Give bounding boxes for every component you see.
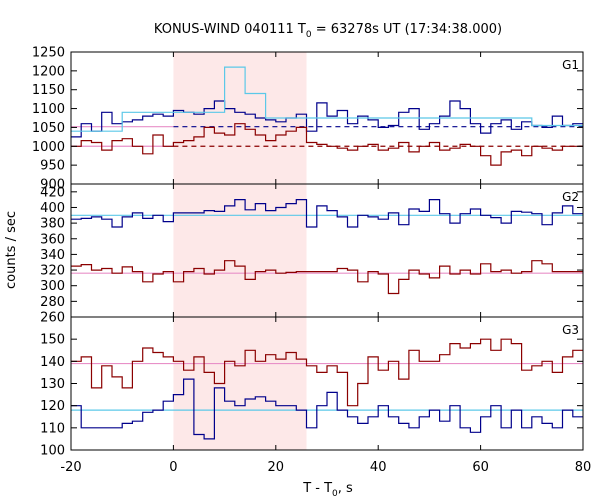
- y-ticks: 9009501000105011001150120012502602803003…: [32, 46, 583, 459]
- panel-label-G1: G1: [562, 58, 579, 72]
- panel-G3-series-blue: [71, 378, 583, 440]
- panel-G2-ytick-label: 280: [40, 295, 65, 310]
- panel-G2-ytick-label: 380: [40, 217, 65, 232]
- xtick-label: 0: [169, 460, 177, 475]
- xtick-label: -20: [60, 460, 81, 475]
- panel-G3-ytick-label: 100: [40, 444, 65, 459]
- panel-G1-ytick-label: 1250: [32, 46, 65, 61]
- panel-G1-ytick-label: 1150: [32, 83, 65, 98]
- panel-G1-ytick-label: 1100: [32, 102, 65, 117]
- panel-G2-frame: [70, 183, 584, 318]
- x-ticks: -20 0 20 40 60 80: [60, 52, 591, 475]
- panel-G3-series-red: [71, 338, 583, 407]
- panel-G3-ytick-label: 120: [40, 399, 65, 414]
- panel-G2-series-red: [71, 260, 583, 295]
- panel-G2-ytick-label: 320: [40, 264, 65, 279]
- panel-G3-ytick-label: 140: [40, 355, 65, 370]
- x-axis-label-subscript: 0: [332, 489, 338, 499]
- panel-label-G2: G2: [562, 190, 579, 204]
- panel-G1-ytick-label: 1050: [32, 121, 65, 136]
- panel-G2-ytick-label: 300: [40, 279, 65, 294]
- panel-G1-series-blue: [71, 100, 583, 138]
- panel-labels: G1 G2 G3: [562, 58, 579, 337]
- series-layer: [71, 66, 583, 440]
- xtick-label: 80: [575, 460, 592, 475]
- panel-G1-series-cyan: [71, 66, 583, 132]
- panel-G2-series-blue: [71, 199, 583, 228]
- panel-G1-series-red: [71, 123, 583, 166]
- y-axis-label: counts / sec: [4, 211, 19, 289]
- panel-G3-frame: [70, 316, 584, 451]
- xtick-label: 20: [268, 460, 285, 475]
- panel-G2-ytick-label: 260: [40, 311, 65, 326]
- xtick-label: 60: [472, 460, 489, 475]
- panel-G2-ytick-label: 420: [40, 185, 65, 200]
- chart-title: KONUS-WIND 040111 T0 = 63278s UT (17:34:…: [154, 22, 502, 40]
- panel-label-G3: G3: [562, 323, 579, 337]
- panel-G1-ytick-label: 900: [40, 178, 65, 193]
- panel-G2-ytick-label: 400: [40, 201, 65, 216]
- x-axis-label-main: T - T: [302, 481, 332, 496]
- panel-G1-ytick-label: 950: [40, 159, 65, 174]
- x-axis-label-rest: , s: [338, 481, 353, 496]
- panel-G1-ytick-label: 1000: [32, 140, 65, 155]
- panel-G3-ytick-label: 150: [40, 333, 65, 348]
- xtick-label: 40: [370, 460, 387, 475]
- panel-G2-ytick-label: 360: [40, 232, 65, 247]
- chart-title-subscript: 0: [306, 30, 312, 40]
- chart-title-main: KONUS-WIND 040111 T: [154, 22, 306, 37]
- panel-G3-ytick-label: 130: [40, 377, 65, 392]
- x-axis-label: T - T0, s: [302, 481, 353, 499]
- panel-G2-ytick-label: 340: [40, 248, 65, 263]
- chart-title-rest: = 63278s UT (17:34:38.000): [312, 22, 502, 37]
- panel-G1-ytick-label: 1200: [32, 64, 65, 79]
- panel-G3-ytick-label: 110: [40, 421, 65, 436]
